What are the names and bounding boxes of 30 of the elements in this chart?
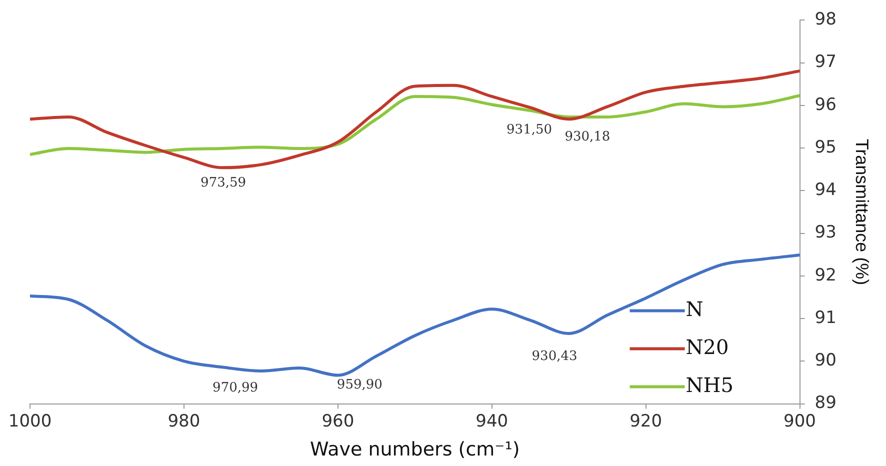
annotation: 959,90 bbox=[336, 378, 382, 393]
x-tick-label: 900 bbox=[784, 411, 816, 432]
annotation: 970,99 bbox=[212, 380, 258, 396]
x-tick-label: 920 bbox=[630, 411, 662, 432]
y-tick-label: 93 bbox=[814, 222, 836, 243]
x-axis-title: Wave numbers (cm⁻¹) bbox=[310, 438, 520, 461]
line-series bbox=[30, 69, 800, 170]
x-tick-label: 940 bbox=[476, 411, 508, 432]
legend-label: NH5 bbox=[686, 373, 734, 398]
y-tick-label: 98 bbox=[814, 10, 836, 30]
y-tick-label: 89 bbox=[814, 393, 836, 414]
y-tick-label: 94 bbox=[814, 180, 836, 200]
x-tick-label: 1000 bbox=[8, 411, 52, 432]
y-tick-label: 90 bbox=[814, 350, 836, 371]
y-tick-label: 97 bbox=[814, 52, 836, 72]
y-tick-label: 92 bbox=[814, 265, 836, 286]
annotation: 930,43 bbox=[532, 348, 578, 364]
annotation: 973,59 bbox=[200, 176, 246, 191]
line-series bbox=[30, 254, 800, 377]
legend-label: N bbox=[686, 297, 704, 322]
y-axis-title: Transmittance (%) bbox=[852, 138, 872, 286]
annotation: 930,18 bbox=[564, 129, 610, 144]
x-tick-label: 960 bbox=[322, 411, 354, 432]
line-series bbox=[30, 94, 800, 156]
legend-label: N20 bbox=[686, 335, 729, 360]
y-tick-label: 96 bbox=[814, 94, 836, 115]
y-tick-label: 95 bbox=[814, 137, 836, 158]
y-tick-label: 91 bbox=[814, 308, 836, 328]
annotation: 931,50 bbox=[506, 122, 552, 138]
x-tick-label: 980 bbox=[168, 411, 200, 432]
